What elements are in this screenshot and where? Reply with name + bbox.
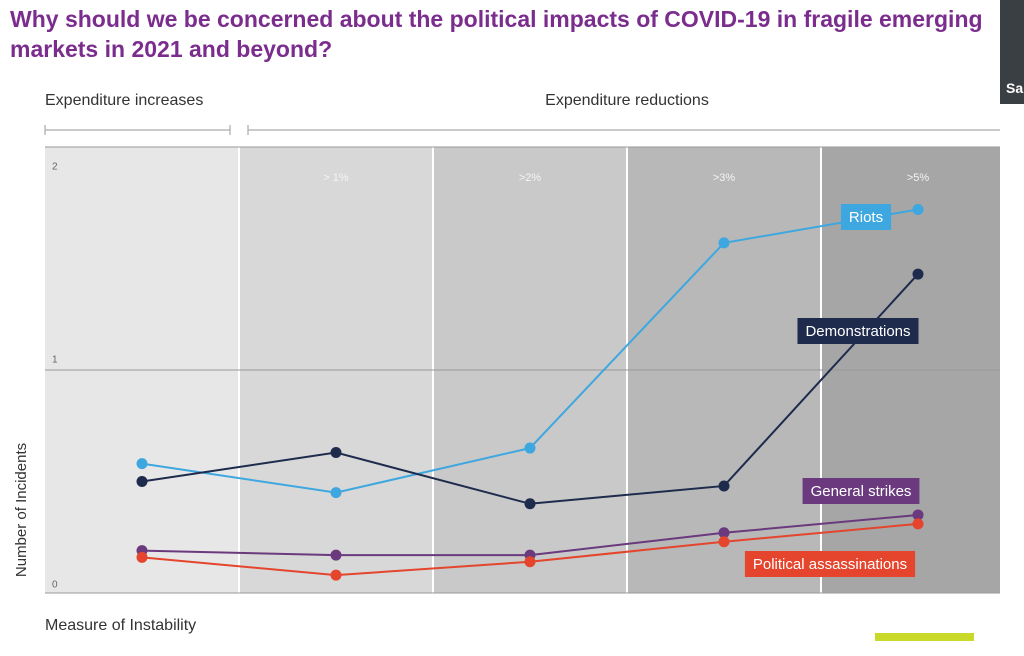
accent-bar xyxy=(875,633,974,641)
data-point xyxy=(718,527,730,539)
x-tick-label: >3% xyxy=(713,172,736,184)
x-tick-label: >5% xyxy=(907,172,930,184)
chart: Expenditure increases Expenditure reduct… xyxy=(13,92,1000,641)
legend-label: Demonstrations xyxy=(805,323,910,340)
data-point xyxy=(136,458,148,470)
data-point xyxy=(330,549,342,561)
header-label: Expenditure increases xyxy=(45,92,203,109)
legend-box xyxy=(744,551,916,577)
x-tick-label: >2% xyxy=(519,172,542,184)
data-point xyxy=(524,556,536,568)
legend-box xyxy=(802,478,920,504)
data-point xyxy=(912,509,924,521)
data-point xyxy=(330,487,342,499)
data-point xyxy=(136,551,148,563)
slide-title: Why should we be concerned about the pol… xyxy=(10,6,983,62)
legend-label: Political assassinations xyxy=(753,556,907,573)
legend-label: General strikes xyxy=(811,483,912,500)
data-point xyxy=(524,498,536,510)
header-brackets xyxy=(44,125,1000,135)
data-point xyxy=(718,237,730,249)
x-tick-label: > 1% xyxy=(323,172,349,184)
y-axis-label: Number of Incidents xyxy=(13,443,30,577)
data-point xyxy=(718,536,730,548)
webcam-thumbnail: Sa xyxy=(1000,0,1024,104)
data-point xyxy=(912,518,924,530)
data-point xyxy=(524,442,536,454)
data-point xyxy=(912,203,924,215)
legend-box xyxy=(797,318,919,344)
data-point xyxy=(136,476,148,487)
y-tick-label: 2 xyxy=(52,162,58,173)
data-point xyxy=(718,480,730,492)
header-label: Expenditure reductions xyxy=(545,92,709,109)
legend-box xyxy=(840,204,892,230)
webcam-label: Sa xyxy=(1006,80,1024,96)
legend-label: Riots xyxy=(849,209,883,226)
y-tick-label: 0 xyxy=(52,580,58,591)
data-point xyxy=(330,447,342,459)
y-tick-label: 1 xyxy=(52,355,58,366)
data-point xyxy=(330,569,342,581)
x-axis-label: Measure of Instability xyxy=(45,617,196,634)
data-point xyxy=(912,268,924,280)
